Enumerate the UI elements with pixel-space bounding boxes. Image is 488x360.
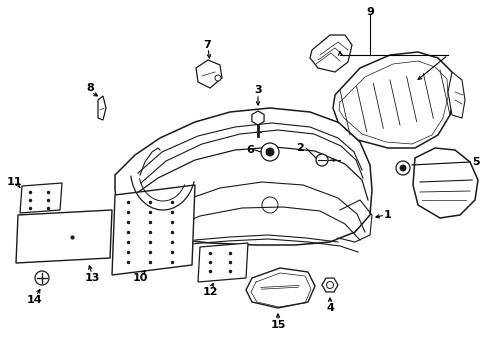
Polygon shape xyxy=(251,111,264,125)
Circle shape xyxy=(261,143,279,161)
Polygon shape xyxy=(198,243,247,282)
Text: 2: 2 xyxy=(296,143,303,153)
Text: 10: 10 xyxy=(132,273,147,283)
Polygon shape xyxy=(309,35,351,72)
Polygon shape xyxy=(16,210,112,263)
Text: 15: 15 xyxy=(270,320,285,330)
Polygon shape xyxy=(412,148,477,218)
Text: 1: 1 xyxy=(384,210,391,220)
Text: 11: 11 xyxy=(6,177,21,187)
Polygon shape xyxy=(115,108,371,245)
Text: 7: 7 xyxy=(203,40,210,50)
Text: 5: 5 xyxy=(471,157,479,167)
Text: 9: 9 xyxy=(366,7,373,17)
Polygon shape xyxy=(447,72,464,118)
Polygon shape xyxy=(20,183,62,213)
Circle shape xyxy=(265,148,273,156)
Polygon shape xyxy=(98,96,106,120)
Text: 12: 12 xyxy=(202,287,217,297)
Text: 8: 8 xyxy=(86,83,94,93)
Text: 3: 3 xyxy=(254,85,261,95)
Text: 6: 6 xyxy=(245,145,253,155)
Circle shape xyxy=(315,154,327,166)
Text: 14: 14 xyxy=(27,295,43,305)
Polygon shape xyxy=(321,278,337,292)
Polygon shape xyxy=(196,60,222,88)
Circle shape xyxy=(399,165,405,171)
Text: 13: 13 xyxy=(84,273,100,283)
Circle shape xyxy=(35,271,49,285)
Circle shape xyxy=(395,161,409,175)
Polygon shape xyxy=(245,268,314,308)
Circle shape xyxy=(215,75,221,81)
Text: 4: 4 xyxy=(325,303,333,313)
Polygon shape xyxy=(112,185,195,275)
Polygon shape xyxy=(332,52,454,148)
